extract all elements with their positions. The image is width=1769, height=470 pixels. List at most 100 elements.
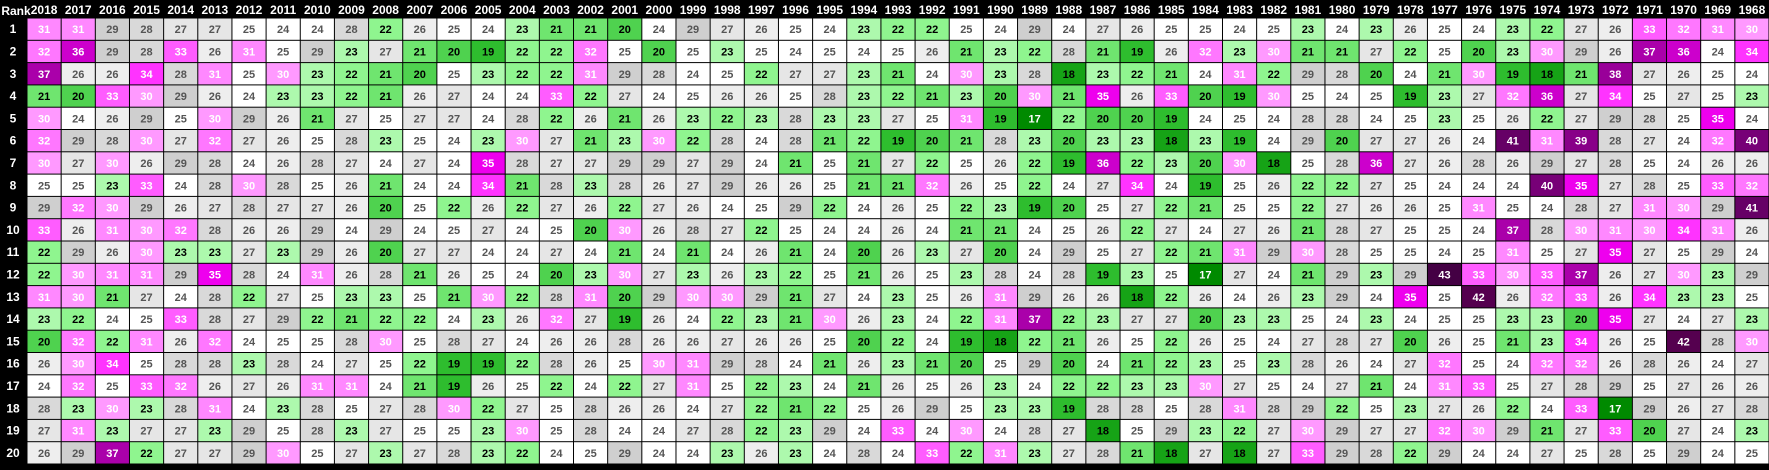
heat-value-r12-y2010: 31 <box>311 269 323 281</box>
heat-value-r14-y2007: 22 <box>414 314 426 326</box>
heat-value-r18-y1988: 19 <box>1063 403 1075 415</box>
heat-cell-r2-y1969 <box>1701 40 1735 63</box>
heat-value-r1-y2010: 24 <box>311 24 324 36</box>
heat-cell-r4-y1989 <box>1018 85 1052 107</box>
heat-value-r3-y1986: 22 <box>1131 69 1143 81</box>
heat-cell-r19-y2013 <box>198 419 232 442</box>
heat-value-r13-y1991: 26 <box>960 292 972 304</box>
heat-cell-r17-y2013 <box>198 375 232 397</box>
heat-value-r17-y1983: 27 <box>1233 381 1245 393</box>
heat-value-r20-y1978: 22 <box>1404 448 1416 460</box>
heat-cell-r3-y2005 <box>471 63 505 85</box>
heat-value-r19-y1973: 27 <box>1575 426 1587 438</box>
heat-value-r9-y1992: 25 <box>926 203 938 215</box>
heat-value-r4-y2017: 20 <box>72 91 84 103</box>
heat-cell-r8-y2011 <box>266 174 300 196</box>
heat-value-r19-y1969: 24 <box>1712 426 1725 438</box>
heat-value-r1-y1991: 25 <box>960 24 972 36</box>
heat-cell-r1-y1969 <box>1701 18 1735 40</box>
heat-value-r17-y2010: 31 <box>311 381 323 393</box>
heat-value-r17-y1974: 27 <box>1541 381 1553 393</box>
heat-cell-r8-y2002 <box>574 174 608 196</box>
heat-cell-r5-y1990 <box>983 107 1018 129</box>
heat-cell-r1-y2018 <box>27 18 61 40</box>
heat-cell-r8-y2010 <box>300 174 334 196</box>
heat-value-r18-y2003: 25 <box>550 403 562 415</box>
heat-value-r1-y2014: 27 <box>175 24 187 36</box>
heat-value-r11-y1998: 24 <box>721 247 734 259</box>
heat-value-r11-y2013: 23 <box>209 247 221 259</box>
heat-cell-r11-y2006 <box>437 241 471 263</box>
heat-cell-r14-y1993 <box>881 308 915 330</box>
heat-cell-r5-y1983 <box>1222 107 1257 129</box>
heat-value-r20-y1983: 18 <box>1233 448 1245 460</box>
heat-value-r13-y2002: 31 <box>584 292 596 304</box>
heat-cell-r11-y1990 <box>983 241 1018 263</box>
heat-value-r7-y2014: 29 <box>175 158 187 170</box>
heat-cell-r10-y1978 <box>1393 219 1427 241</box>
heat-cell-r17-y1975 <box>1496 375 1530 397</box>
heat-cell-r18-y2016 <box>95 397 129 419</box>
heat-cell-r9-y2014 <box>164 196 198 219</box>
heat-value-r3-y1977: 21 <box>1438 69 1450 81</box>
heat-value-r13-y2014: 24 <box>175 292 188 304</box>
heat-value-r18-y1990: 23 <box>994 403 1006 415</box>
heat-cell-r10-y1994 <box>847 219 881 241</box>
heat-value-r19-y2004: 30 <box>516 426 528 438</box>
heat-value-r16-y1991: 20 <box>960 359 972 371</box>
heat-cell-r1-y1976 <box>1462 18 1496 40</box>
heat-cell-r20-y1987 <box>1086 442 1120 464</box>
heat-cell-r7-y1995 <box>813 152 847 174</box>
heat-cell-r4-y1997 <box>744 85 778 107</box>
heat-cell-r17-y2015 <box>129 375 164 397</box>
heat-cell-r18-y1997 <box>744 397 778 419</box>
heat-value-r2-y1998: 23 <box>721 46 733 58</box>
heat-value-r15-y1974: 23 <box>1541 336 1553 348</box>
heat-value-r5-y1984: 24 <box>1199 113 1212 125</box>
heat-value-r15-y1979: 27 <box>1370 336 1382 348</box>
heat-cell-r8-y1987 <box>1086 174 1120 196</box>
heat-value-r6-y2007: 25 <box>414 136 426 148</box>
heat-cell-r14-y1973 <box>1564 308 1598 330</box>
heat-cell-r8-y1991 <box>949 174 983 196</box>
heat-value-r7-y1993: 27 <box>892 158 904 170</box>
heat-value-r1-y2011: 24 <box>277 24 290 36</box>
heat-cell-r3-y2013 <box>198 63 232 85</box>
heat-value-r7-y1968: 26 <box>1746 158 1758 170</box>
heat-value-r9-y1979: 26 <box>1370 203 1382 215</box>
heat-cell-r7-y2016 <box>95 152 129 174</box>
year-header-1970: 1970 <box>1670 3 1697 17</box>
heat-value-r2-y1999: 25 <box>687 46 699 58</box>
heat-cell-r4-y1978 <box>1393 85 1427 107</box>
heat-cell-r5-y1999 <box>676 107 710 129</box>
heat-cell-r13-y1982 <box>1257 286 1291 308</box>
heat-value-r15-y1977: 26 <box>1438 336 1450 348</box>
heat-cell-r4-y2016 <box>95 85 129 107</box>
heat-cell-r8-y1971 <box>1632 174 1667 196</box>
heat-cell-r1-y1980 <box>1325 18 1359 40</box>
heat-value-r20-y1989: 23 <box>1029 448 1041 460</box>
heat-cell-r9-y1993 <box>881 196 915 219</box>
heat-cell-r3-y2009 <box>334 63 369 85</box>
heat-value-r15-y2001: 28 <box>619 336 631 348</box>
heat-value-r15-y1993: 22 <box>892 336 904 348</box>
heat-cell-r2-y1971 <box>1632 40 1667 63</box>
year-header-1996: 1996 <box>782 3 809 17</box>
heat-value-r2-y2006: 20 <box>448 46 460 58</box>
heat-value-r17-y1980: 27 <box>1336 381 1348 393</box>
heat-cell-r6-y1995 <box>813 130 847 152</box>
heat-cell-r7-y1989 <box>1018 152 1052 174</box>
heat-value-r1-y2016: 29 <box>106 24 118 36</box>
heat-value-r19-y2007: 25 <box>414 426 426 438</box>
heat-value-r8-y1988: 24 <box>1063 180 1076 192</box>
heat-value-r5-y1987: 20 <box>1097 113 1109 125</box>
heat-cell-r7-y1971 <box>1632 152 1667 174</box>
heat-cell-r6-y1973 <box>1564 130 1598 152</box>
heat-cell-r7-y2003 <box>539 152 574 174</box>
heat-cell-r19-y1974 <box>1530 419 1564 442</box>
heat-value-r18-y2016: 30 <box>106 403 118 415</box>
heat-value-r14-y2001: 19 <box>619 314 631 326</box>
heat-cell-r15-y2010 <box>300 330 334 352</box>
heat-cell-r7-y2014 <box>164 152 198 174</box>
heat-value-r10-y2015: 30 <box>140 225 152 237</box>
